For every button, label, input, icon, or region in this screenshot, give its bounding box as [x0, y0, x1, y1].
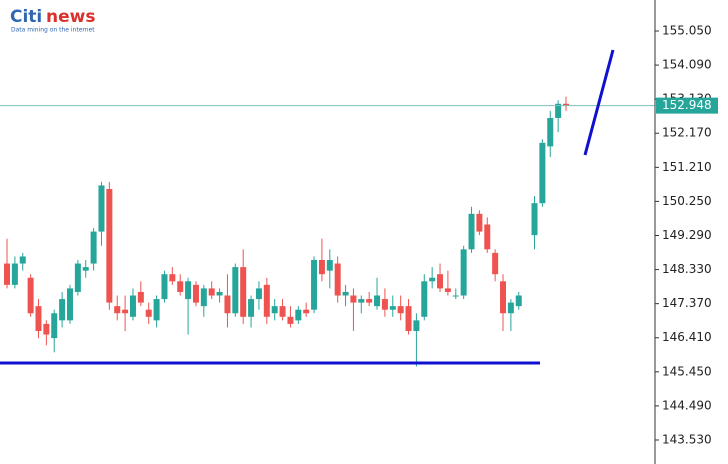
candle-body — [358, 299, 365, 303]
candle-body — [452, 295, 459, 297]
candle-body — [381, 299, 388, 310]
y-tick-label: 148.330 — [662, 262, 712, 276]
candle-body — [263, 284, 270, 317]
candle-body — [279, 306, 286, 317]
current-price-label: 152.948 — [662, 98, 712, 112]
candle-body — [240, 267, 247, 317]
candle-body — [43, 323, 50, 335]
logo: Citi news Data mining on the internet — [10, 7, 95, 34]
candle-body — [429, 277, 436, 282]
candle-body — [11, 263, 18, 285]
candle-body — [145, 309, 152, 317]
candle-body — [27, 277, 34, 314]
candle-body — [114, 306, 121, 314]
candle-body — [492, 252, 499, 275]
candle-body — [169, 274, 176, 282]
logo-tagline: Data mining on the internet — [11, 27, 95, 34]
candle-body — [122, 309, 129, 314]
candle-body — [318, 259, 325, 275]
candle-body — [500, 281, 507, 314]
candle-body — [555, 103, 562, 118]
y-tick-label: 151.210 — [662, 160, 712, 174]
logo-brand-suffix: news — [46, 7, 95, 27]
candle-body — [444, 288, 451, 292]
candle-body — [287, 316, 294, 324]
candle-body — [185, 281, 192, 300]
price-axis — [655, 0, 728, 464]
candle-body — [90, 231, 97, 264]
candle-body — [366, 299, 373, 303]
y-tick-label: 155.050 — [662, 23, 712, 37]
candle-body — [216, 291, 223, 296]
y-tick-label: 143.530 — [662, 432, 712, 446]
plot-area — [0, 96, 655, 367]
candle-body — [35, 306, 42, 332]
candle-body — [397, 306, 404, 314]
candle-body — [468, 213, 475, 250]
candle-body — [460, 249, 467, 296]
candle-body — [153, 299, 160, 321]
logo-brand: Citi — [10, 7, 42, 27]
y-tick-label: 147.370 — [662, 296, 712, 310]
candle-body — [161, 274, 168, 300]
candle-body — [389, 306, 396, 310]
candle-body — [208, 288, 215, 296]
candle-body — [106, 188, 113, 303]
candle-body — [484, 224, 491, 250]
candle-body — [192, 284, 199, 303]
y-tick-label: 144.490 — [662, 398, 712, 412]
candle-body — [507, 302, 514, 314]
y-tick-label: 146.410 — [662, 330, 712, 344]
candle-body — [303, 309, 310, 314]
candle-body — [476, 213, 483, 232]
candle-body — [563, 103, 569, 106]
y-tick-label: 150.250 — [662, 194, 712, 208]
candle-body — [137, 291, 144, 303]
candle-body — [531, 203, 538, 236]
candle-body — [74, 263, 81, 292]
current-price-box — [656, 97, 718, 114]
candle-body — [51, 313, 58, 339]
candle-body — [59, 299, 66, 321]
candle-body — [82, 267, 89, 271]
candle-body — [295, 309, 302, 321]
candle-body — [177, 281, 184, 292]
candle-body — [4, 263, 10, 285]
candle-body — [342, 291, 349, 296]
y-tick-label: 145.450 — [662, 364, 712, 378]
candle-body — [311, 259, 318, 310]
candle-body — [421, 281, 428, 317]
y-tick-label: 154.090 — [662, 58, 712, 72]
candle-body — [200, 288, 207, 307]
candle-body — [129, 295, 136, 317]
candle-body — [232, 267, 239, 314]
candle-body — [255, 288, 262, 300]
candle-body — [350, 295, 357, 303]
candle-body — [271, 306, 278, 314]
candle-body — [334, 263, 341, 296]
candle-body — [326, 259, 333, 271]
candle-body — [374, 295, 381, 307]
candle-body — [248, 299, 255, 317]
candle-body — [66, 288, 73, 321]
y-tick-label: 152.170 — [662, 126, 712, 140]
trend-arrow — [583, 49, 615, 156]
candle-body — [405, 306, 412, 332]
candle-body — [224, 295, 231, 314]
candle-body — [98, 185, 105, 232]
candle-body — [19, 256, 26, 264]
candle-body — [437, 274, 444, 289]
y-tick-label: 149.290 — [662, 228, 712, 242]
candle-body — [413, 320, 420, 332]
candle-body — [515, 295, 522, 307]
candle-body — [547, 117, 554, 147]
candle-body — [539, 142, 546, 204]
axis-ticks: 143.530 144.490 145.450 146.410 147.370 148.3… — [655, 23, 718, 446]
